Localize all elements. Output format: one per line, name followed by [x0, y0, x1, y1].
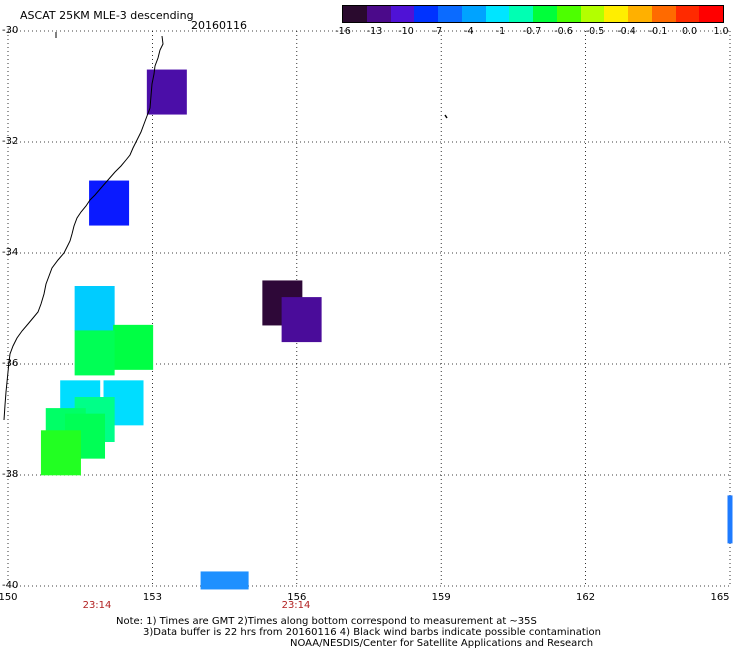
- colorbar-label: -10: [398, 26, 414, 37]
- wind-cells: [40, 69, 733, 590]
- wind-cell: [40, 430, 81, 476]
- colorbar-label: -4: [464, 26, 474, 37]
- colorbar-label: 1.0: [713, 26, 729, 37]
- wind-cell: [74, 286, 115, 331]
- wind-cell: [200, 571, 249, 590]
- wind-cell: [113, 324, 154, 370]
- x-tick-label: 162: [576, 592, 596, 603]
- x-tick-label: 153: [142, 592, 162, 603]
- colorbar-segment: [651, 6, 676, 22]
- colorbar-segment: [485, 6, 510, 22]
- wind-cell: [281, 297, 322, 343]
- colorbar-label: -13: [366, 26, 383, 37]
- x-tick-label: 150: [0, 592, 18, 603]
- x-tick-label: 159: [431, 592, 451, 603]
- y-tick-label: -34: [2, 247, 19, 258]
- colorbar-segment: [343, 6, 367, 22]
- colorbar-label: 0.0: [681, 26, 698, 37]
- x-tick-label: 165: [710, 592, 730, 603]
- colorbar-segment: [509, 6, 533, 22]
- colorbar-segment: [438, 6, 462, 22]
- y-tick-label: -40: [2, 580, 19, 591]
- colorbar-segment: [604, 6, 628, 22]
- island-mark: [444, 114, 448, 119]
- colorbar-label: -0.7: [522, 26, 542, 37]
- colorbar-segment: [533, 6, 557, 22]
- y-tick-label: -38: [2, 469, 19, 480]
- note-line-1: Note: 1) Times are GMT 2)Times along bot…: [116, 616, 537, 627]
- colorbar-segment: [556, 6, 581, 22]
- map-title: ASCAT 25KM MLE-3 descending: [20, 9, 194, 22]
- colorbar-segment: [580, 6, 605, 22]
- time-label-2: 23:14: [281, 600, 311, 611]
- wind-cell: [89, 180, 130, 226]
- colorbar-segment: [675, 6, 700, 22]
- wind-cell: [146, 69, 187, 115]
- map-date: 20160116: [191, 19, 247, 32]
- colorbar-segment: [628, 6, 652, 22]
- note-line-2: 3)Data buffer is 22 hrs from 20160116 4)…: [143, 627, 601, 638]
- note-line-3: NOAA/NESDIS/Center for Satellite Applica…: [290, 638, 594, 649]
- colorbar-segment: [699, 6, 723, 22]
- wind-cell: [74, 330, 115, 376]
- colorbar-label: -7: [432, 26, 443, 37]
- wind-cell: [727, 495, 733, 544]
- y-tick-label: -36: [2, 358, 19, 369]
- time-label-1: 23:14: [82, 600, 112, 611]
- colorbar-label: -0.6: [554, 26, 573, 37]
- colorbar-label: -0.4: [617, 26, 636, 37]
- coastline: [3, 35, 164, 421]
- colorbar-label: -1: [495, 26, 506, 37]
- colorbar-segment: [366, 6, 391, 22]
- colorbar-segment: [414, 6, 438, 22]
- colorbar: [342, 5, 724, 23]
- x-tick-label: 156: [287, 592, 307, 603]
- colorbar-segment: [390, 6, 415, 22]
- y-tick-label: -32: [2, 136, 19, 147]
- colorbar-label: -0.1: [648, 26, 668, 37]
- colorbar-label: -16: [335, 26, 351, 37]
- grid-lines: [7, 30, 731, 587]
- y-tick-label: -30: [2, 25, 19, 36]
- colorbar-segment: [461, 6, 486, 22]
- colorbar-label: -0.5: [585, 26, 605, 37]
